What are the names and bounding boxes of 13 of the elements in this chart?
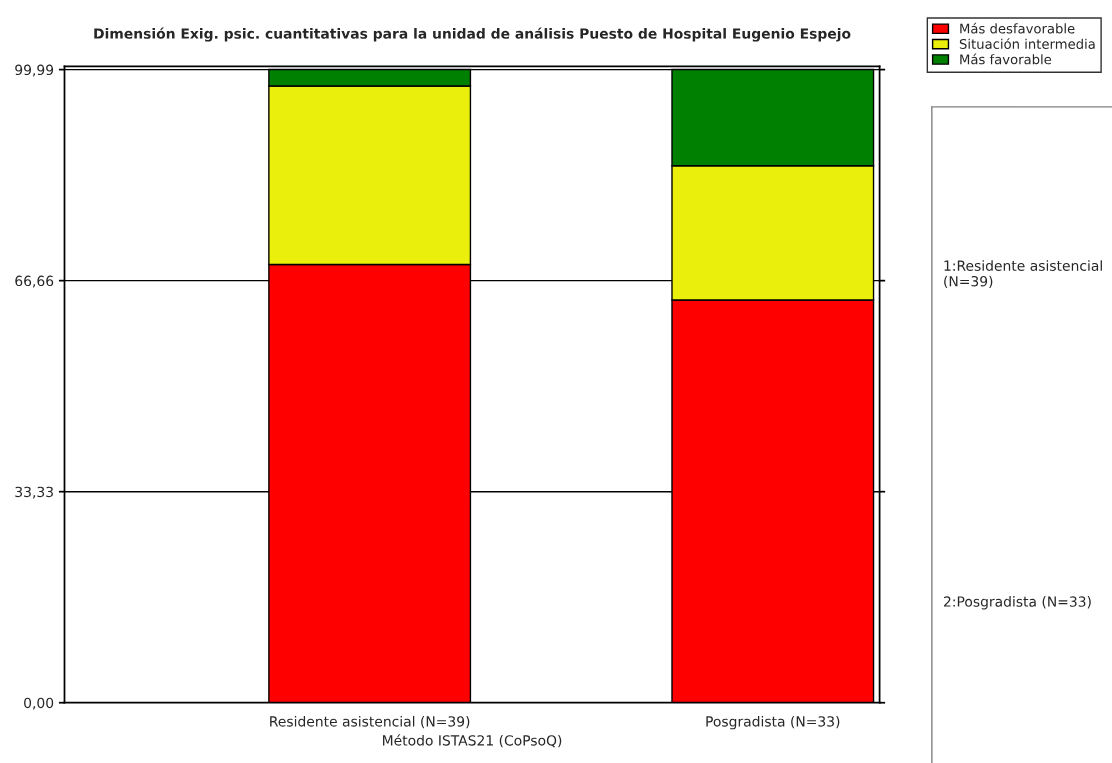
text: 2:Posgradista (N=33) <box>943 596 1091 610</box>
x-tick-label: Posgradista (N=33) <box>706 715 840 730</box>
legend-label: Situación intermedia <box>959 38 1095 49</box>
x-axis-title: Método ISTAS21 (CoPsoQ) <box>383 734 562 748</box>
y-tick-label: 66,66 <box>15 275 54 288</box>
x-tick-label: Residente asistencial (N=39) <box>270 715 470 729</box>
legend-label: Más favorable <box>960 53 1052 65</box>
y-tick-label: 0,00 <box>24 697 54 710</box>
chart-title: Dimensión Exig. psic. cuantitativas para la unidad de análisis Puesto de Hospital Eugenio Espejo <box>94 27 851 42</box>
y-tick-label: 33,33 <box>15 486 53 499</box>
legend-label: Más desfavorable <box>960 22 1075 34</box>
text: 1:Residente asistencial (N=39) <box>944 260 1102 289</box>
y-tick-label: 99,99 <box>15 64 54 77</box>
